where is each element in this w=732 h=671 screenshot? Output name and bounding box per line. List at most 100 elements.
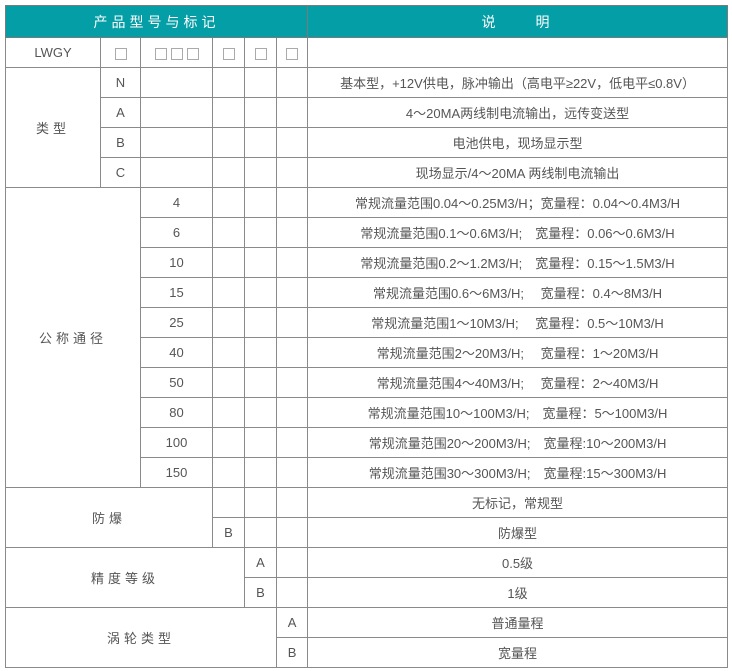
- type-row: B 电池供电，现场显示型: [6, 127, 728, 158]
- empty-cell: [275, 247, 309, 278]
- accuracy-description: 0.5级: [307, 547, 728, 578]
- diameter-description: 常规流量范围0.04～0.25M3/H；宽量程：0.04～0.4M3/H: [307, 187, 728, 218]
- diameter-description: 常规流量范围20～200M3/H; 宽量程:10～200M3/H: [307, 427, 728, 458]
- placeholder-box: [286, 47, 299, 60]
- empty-cell: [244, 157, 277, 188]
- empty-cell: [212, 337, 245, 368]
- empty-cell: [244, 487, 277, 518]
- diameter-description: 常规流量范围2～20M3/H; 宽量程：1～20M3/H: [307, 337, 728, 368]
- empty-cell: [140, 157, 213, 188]
- empty-cell: [244, 97, 277, 128]
- diameter-label: 公称通径: [5, 187, 141, 488]
- empty-cell: [140, 127, 213, 158]
- diameter-description: 常规流量范围0.1～0.6M3/H; 宽量程：0.06～0.6M3/H: [307, 217, 728, 248]
- empty-cell: [275, 397, 309, 428]
- turbine-description: 普通量程: [307, 607, 728, 638]
- header-row: 产品型号与标记 说 明: [4, 5, 728, 38]
- empty-cell: [244, 457, 277, 488]
- empty-cell: [212, 457, 245, 488]
- empty-cell: [275, 157, 309, 188]
- empty-cell: [212, 367, 245, 398]
- empty-cell: [212, 307, 245, 338]
- accuracy-description: 1级: [307, 577, 728, 608]
- empty-cell: [244, 187, 277, 218]
- empty-cell: [244, 217, 277, 248]
- explosion-row: 防爆 无标记，常规型: [5, 487, 728, 548]
- empty-cell: [212, 127, 245, 158]
- accuracy-row: 精度等级 A 0.5级: [5, 547, 728, 608]
- diameter-row: 100 常规流量范围20～200M3/H; 宽量程:10～200M3/H: [6, 427, 728, 458]
- empty-cell: [244, 517, 277, 548]
- model-row: LWGY: [5, 37, 728, 68]
- diameter-row: 40 常规流量范围2～20M3/H; 宽量程：1～20M3/H: [6, 337, 728, 368]
- empty-cell: [244, 397, 277, 428]
- diameter-description: 常规流量范围4～40M3/H; 宽量程：2～40M3/H: [307, 367, 728, 398]
- placeholder-box: [114, 47, 127, 60]
- diameter-code: 10: [140, 247, 213, 278]
- empty-cell: [275, 217, 309, 248]
- empty-cell: [275, 307, 309, 338]
- accuracy-row: B 1级: [6, 577, 728, 608]
- type-description: 现场显示/4～20MA 两线制电流输出: [307, 157, 728, 188]
- diameter-code: 6: [140, 217, 213, 248]
- explosion-label: 防爆: [5, 487, 213, 548]
- diameter-code: 100: [140, 427, 213, 458]
- placeholder-cell: [244, 37, 277, 68]
- placeholder-box: [186, 47, 199, 60]
- accuracy-code: B: [244, 577, 277, 608]
- empty-cell: [212, 97, 245, 128]
- explosion-code: [212, 487, 245, 518]
- diameter-code: 15: [140, 277, 213, 308]
- diameter-code: 4: [140, 187, 213, 218]
- empty-cell: [212, 217, 245, 248]
- empty-cell: [244, 127, 277, 158]
- empty-cell: [212, 427, 245, 458]
- empty-cell: [212, 397, 245, 428]
- empty-cell: [275, 367, 309, 398]
- empty-cell: [275, 517, 309, 548]
- turbine-code: B: [275, 637, 309, 668]
- empty-cell: [244, 337, 277, 368]
- type-description: 电池供电，现场显示型: [307, 127, 728, 158]
- header-description: 说 明: [307, 5, 728, 38]
- diameter-row: 15 常规流量范围0.6～6M3/H; 宽量程：0.4～8M3/H: [6, 277, 728, 308]
- empty-cell: [244, 277, 277, 308]
- type-code: B: [100, 127, 141, 158]
- empty-cell: [275, 277, 309, 308]
- explosion-description: 防爆型: [307, 517, 728, 548]
- model-code: LWGY: [5, 37, 101, 68]
- empty-cell: [275, 577, 309, 608]
- turbine-label: 涡轮类型: [5, 607, 277, 668]
- accuracy-code: A: [244, 547, 277, 578]
- type-code: A: [100, 97, 141, 128]
- accuracy-label: 精度等级: [5, 547, 245, 608]
- diameter-code: 80: [140, 397, 213, 428]
- placeholder-box: [254, 47, 267, 60]
- empty-cell: [244, 67, 277, 98]
- turbine-code: A: [275, 607, 309, 638]
- type-description: 基本型，+12V供电，脉冲输出（高电平≥22V，低电平≤0.8V）: [307, 67, 728, 98]
- diameter-row: 150 常规流量范围30～300M3/H; 宽量程:15～300M3/H: [6, 457, 728, 488]
- turbine-description: 宽量程: [307, 637, 728, 668]
- empty-cell: [275, 337, 309, 368]
- diameter-code: 50: [140, 367, 213, 398]
- empty-cell: [244, 427, 277, 458]
- turbine-row: 涡轮类型 A 普通量程: [5, 607, 728, 668]
- model-selection-table: 产品型号与标记 说 明 LWGY 类型 N 基本型，+12V供电，脉冲输出（高电平≥…: [4, 5, 728, 668]
- diameter-code: 25: [140, 307, 213, 338]
- empty-cell: [140, 97, 213, 128]
- empty-cell: [244, 307, 277, 338]
- empty-cell: [275, 97, 309, 128]
- empty-cell: [275, 67, 309, 98]
- empty-cell: [275, 187, 309, 218]
- type-row: A 4～20MA两线制电流输出，远传变送型: [6, 97, 728, 128]
- empty-cell: [244, 367, 277, 398]
- empty-cell: [275, 427, 309, 458]
- placeholder-box: [222, 47, 235, 60]
- type-label: 类型: [5, 67, 101, 188]
- diameter-code: 150: [140, 457, 213, 488]
- empty-cell: [275, 487, 309, 518]
- placeholder-cell: [100, 37, 141, 68]
- diameter-description: 常规流量范围1～10M3/H; 宽量程：0.5～10M3/H: [307, 307, 728, 338]
- diameter-row: 6 常规流量范围0.1～0.6M3/H; 宽量程：0.06～0.6M3/H: [6, 217, 728, 248]
